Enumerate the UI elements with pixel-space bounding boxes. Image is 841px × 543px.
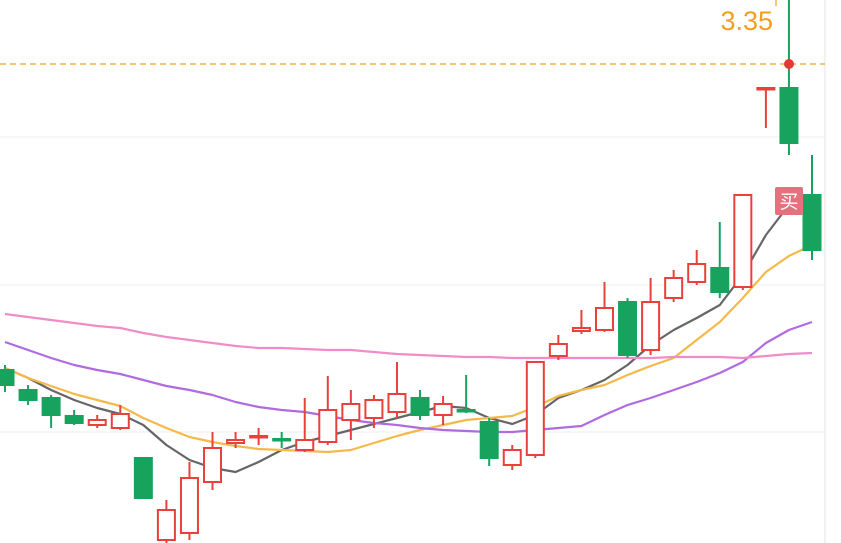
candle-body [110, 413, 130, 429]
candle [664, 270, 684, 302]
candle [502, 445, 522, 470]
candle-body [525, 361, 545, 456]
candle-body [502, 449, 522, 466]
candle [456, 375, 476, 413]
candle-body [133, 457, 153, 499]
candle [641, 278, 661, 355]
candle-body [226, 439, 246, 444]
candle [802, 155, 822, 260]
candle-body [641, 301, 661, 351]
candle-body [548, 343, 568, 357]
candle [618, 298, 638, 358]
price-label: 3.35 [720, 6, 773, 36]
candle-body [756, 87, 776, 91]
candle-body [156, 509, 176, 541]
candle [203, 432, 223, 490]
candle [156, 500, 176, 543]
candle [479, 418, 499, 466]
candle [41, 395, 61, 428]
candle-body [364, 399, 384, 419]
candle-body [618, 301, 638, 356]
candle-body [87, 419, 107, 426]
moving-average-line [4, 320, 813, 434]
moving-average-line [4, 244, 813, 454]
candle [710, 222, 730, 298]
candle-body [710, 267, 730, 293]
candle [64, 410, 84, 425]
candle-body [179, 477, 199, 534]
candle-body [341, 403, 361, 421]
candle-body [318, 409, 338, 443]
candle [410, 390, 430, 420]
candle-body [410, 397, 430, 416]
candle-body [687, 263, 707, 283]
moving-average-line [4, 193, 813, 474]
moving-average-line [4, 312, 813, 360]
candle-body [456, 409, 476, 413]
badge-text: 买 [779, 192, 798, 213]
candle [594, 282, 614, 332]
candle [226, 432, 246, 448]
candle-body [295, 439, 315, 451]
candle [756, 87, 776, 128]
candle-body [18, 389, 38, 401]
candle-body [64, 415, 84, 424]
candle [525, 361, 545, 458]
candle [249, 428, 269, 445]
candle [110, 405, 130, 430]
candle [87, 415, 107, 428]
candle-body [387, 393, 407, 413]
candle [387, 362, 407, 418]
candle-body [249, 435, 269, 439]
candle-body [433, 403, 453, 416]
candle-body [272, 438, 292, 442]
candle-body [571, 327, 591, 332]
candle [18, 385, 38, 405]
candle-body [479, 421, 499, 459]
candle [779, 0, 799, 155]
badge [775, 187, 803, 215]
candle-body [664, 277, 684, 299]
candle [0, 365, 15, 392]
candle [318, 376, 338, 445]
candle-body [733, 194, 753, 288]
candle [433, 396, 453, 425]
candle-body [0, 369, 15, 386]
candle [295, 398, 315, 452]
candle-body [802, 194, 822, 251]
candle-body [203, 447, 223, 483]
candle [571, 310, 591, 334]
candle [179, 462, 199, 540]
candle [548, 335, 568, 360]
candle [687, 250, 707, 285]
candle-body [594, 307, 614, 331]
candle [341, 390, 361, 440]
candle [733, 194, 753, 290]
candle [272, 432, 292, 448]
candle [364, 395, 384, 428]
price-point [784, 59, 794, 69]
candle [133, 457, 153, 499]
candle-body [779, 87, 799, 144]
candle-body [41, 397, 61, 416]
